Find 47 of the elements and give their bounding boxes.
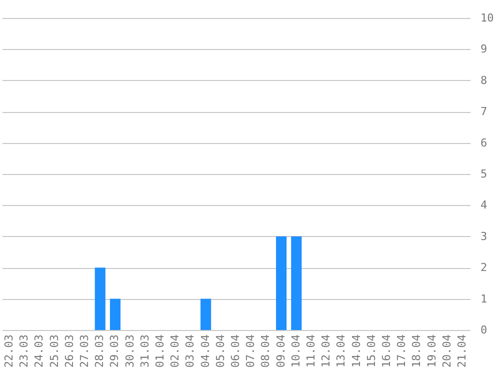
x-tick-label: 19.04 bbox=[425, 334, 438, 368]
x-tick-label: 02.04 bbox=[168, 334, 182, 368]
x-tick-label: 15.04 bbox=[364, 334, 378, 368]
y-tick-label: 6 bbox=[480, 136, 488, 150]
bar bbox=[200, 298, 212, 330]
x-tick-label: 04.04 bbox=[198, 334, 212, 368]
x-tick-label: 21.04 bbox=[455, 334, 468, 368]
y-tick-label: 8 bbox=[480, 74, 488, 87]
x-tick-label: 08.04 bbox=[259, 334, 272, 368]
x-tick-label: 24.03 bbox=[32, 334, 46, 368]
y-tick-label: 9 bbox=[480, 42, 488, 56]
x-tick-label: 27.03 bbox=[78, 334, 92, 368]
x-tick-label: 22.03 bbox=[2, 334, 16, 368]
y-tick-label: 7 bbox=[480, 105, 488, 118]
y-tick-label: 5 bbox=[480, 168, 488, 180]
x-tick-label: 06.04 bbox=[229, 334, 242, 368]
x-tick-label: 26.03 bbox=[62, 334, 76, 368]
x-tick-label: 16.04 bbox=[380, 334, 393, 368]
y-tick-label: 2 bbox=[480, 261, 488, 274]
x-tick-label: 20.04 bbox=[440, 334, 454, 368]
x-tick-label: 03.04 bbox=[184, 334, 197, 368]
x-tick-label: 13.04 bbox=[334, 334, 348, 368]
x-tick-label: 11.04 bbox=[304, 334, 318, 368]
x-tick-label: 12.04 bbox=[320, 334, 333, 368]
x-tick-label: 30.03 bbox=[123, 334, 136, 368]
x-tick-label: 25.03 bbox=[48, 334, 61, 368]
x-tick-label: 29.03 bbox=[108, 334, 122, 368]
x-tick-label: 14.04 bbox=[350, 334, 363, 368]
x-tick-label: 07.04 bbox=[244, 334, 258, 368]
x-tick-label: 09.04 bbox=[274, 334, 288, 368]
x-tick-label: 10.04 bbox=[289, 334, 302, 368]
x-tick-label: 05.04 bbox=[214, 334, 227, 368]
x-tick-label: 17.04 bbox=[395, 334, 408, 368]
y-tick-label: 4 bbox=[480, 198, 488, 212]
y-tick-label: 3 bbox=[480, 230, 488, 243]
x-tick-label: 23.03 bbox=[18, 334, 31, 368]
bar bbox=[276, 236, 287, 330]
y-tick-label: 1 bbox=[480, 292, 488, 306]
y-tick-label: 0 bbox=[480, 324, 488, 336]
x-tick-label: 31.03 bbox=[138, 334, 152, 368]
x-tick-label: 28.03 bbox=[93, 334, 106, 368]
x-tick-label: 01.04 bbox=[154, 334, 167, 368]
bar bbox=[110, 298, 121, 330]
y-tick-label: 10 bbox=[480, 12, 494, 24]
bar bbox=[94, 268, 106, 330]
bar bbox=[291, 236, 302, 330]
x-tick-label: 18.04 bbox=[410, 334, 424, 368]
